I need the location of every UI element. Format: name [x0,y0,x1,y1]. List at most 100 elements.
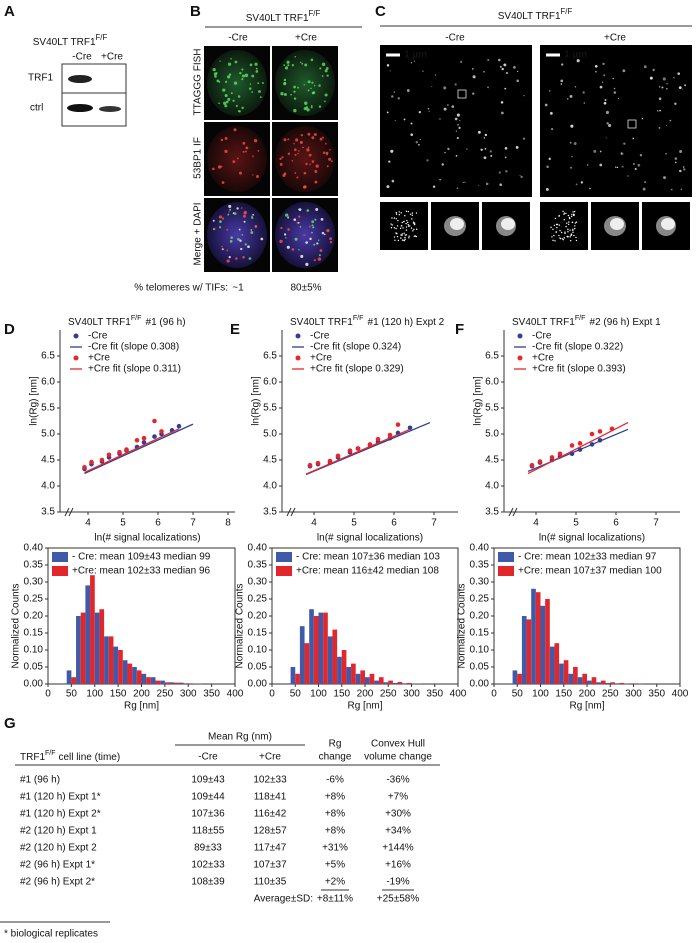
telomere [560,79,564,83]
focus [226,228,229,231]
focus [311,81,314,84]
x-tick-label: 350 [648,689,665,700]
focus [283,64,286,67]
localization [567,231,569,233]
localization [401,234,403,236]
focus [238,228,241,231]
focus [212,228,215,231]
localization [550,226,552,229]
table-average: +8±11% [317,894,353,905]
telomere [439,118,441,120]
x-tick-label: 4 [311,518,317,529]
y-tick-label: 5.0 [485,429,499,440]
focus [313,133,317,136]
telomere [666,88,668,90]
telomere [606,122,609,125]
focus [250,231,254,234]
x-axis-label: Rg [nm] [124,701,159,712]
localization [566,222,568,224]
focus [279,239,283,244]
telomere [632,137,635,140]
focus [324,93,328,97]
telomere [458,126,461,130]
localization [401,221,403,224]
telomere [574,86,577,88]
focus [313,84,316,87]
crop [380,202,428,250]
focus [310,58,314,62]
legend-label: - Cre: mean 109±43 median 99 [72,552,211,563]
localization [407,225,410,227]
histogram-bar [568,673,574,684]
telomere [549,111,553,115]
focus [228,211,230,213]
data-point [152,418,157,424]
chart-title: SV40LT TRF1F/F #1 (96 h) [68,314,186,328]
focus [283,82,287,86]
data-point [176,423,182,429]
histogram-bar [346,667,352,684]
histogram-bar [600,680,606,684]
focus [242,255,245,259]
histogram-bar [549,646,555,684]
histogram-bar [160,680,165,684]
histogram-bar [122,660,128,684]
telomere [428,110,430,113]
telomere [454,83,457,86]
focus [254,225,258,228]
x-tick-label: 4 [85,518,91,529]
focus [236,207,239,210]
focus [221,245,223,248]
telomere [432,185,436,188]
focus [280,92,284,96]
table-cell: 108±39 [191,877,225,888]
legend-swatch [498,566,514,576]
x-tick-label: 0 [45,689,51,700]
telomere [682,166,685,168]
legend-marker [295,355,301,361]
data-point [347,448,353,453]
telomere [478,185,480,187]
x-tick-label: 200 [133,689,150,700]
focus [312,91,316,94]
localization [413,222,415,225]
focus [219,220,222,223]
y-tick-label: 5.0 [41,429,55,440]
telomere [516,79,520,83]
histogram-bar [332,629,338,684]
y-tick-label: 4.0 [41,481,55,492]
telomere [546,165,549,169]
band [99,106,121,112]
focus [319,67,322,70]
legend-label: -Cre [532,331,552,342]
histogram-bar [150,677,156,684]
panel-title: SV40LT TRF1F/F [246,9,321,24]
focus [300,134,303,137]
y-tick-label: 0.20 [470,611,490,622]
localization [397,219,399,222]
legend-marker [517,333,523,339]
focus [223,101,227,105]
histogram-bar [614,683,620,684]
telomere [487,86,489,89]
histogram-bar [610,682,615,684]
histogram-bar [628,683,634,684]
focus [237,110,240,113]
column-label: -Cre [228,33,248,44]
focus [285,237,287,239]
telomere [659,109,661,112]
focus [217,165,222,169]
footer-value: 80±5% [290,283,321,294]
focus [242,214,246,218]
telomere [522,137,526,140]
legend-label: +Cre: mean 116±42 median 108 [296,566,439,577]
histogram-bar [164,682,170,684]
histogram-bar [596,682,601,684]
x-axis-label: Rg [nm] [347,701,382,712]
telomere [589,187,591,190]
focus [294,148,297,151]
localization [572,228,574,230]
focus [230,236,233,239]
localization [393,217,396,219]
telomere [615,166,617,168]
